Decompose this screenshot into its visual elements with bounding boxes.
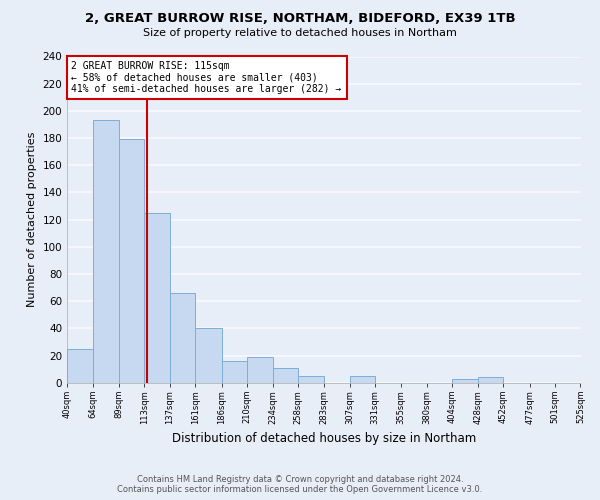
Bar <box>170 293 195 383</box>
Bar <box>272 368 298 383</box>
Text: Contains public sector information licensed under the Open Government Licence v3: Contains public sector information licen… <box>118 485 482 494</box>
Text: 2, GREAT BURROW RISE, NORTHAM, BIDEFORD, EX39 1TB: 2, GREAT BURROW RISE, NORTHAM, BIDEFORD,… <box>85 12 515 26</box>
Bar <box>350 376 375 383</box>
Bar <box>119 140 145 383</box>
Bar <box>247 357 272 383</box>
X-axis label: Distribution of detached houses by size in Northam: Distribution of detached houses by size … <box>172 432 476 445</box>
Bar <box>452 379 478 383</box>
Bar <box>298 376 325 383</box>
Bar <box>92 120 119 383</box>
Text: 2 GREAT BURROW RISE: 115sqm
← 58% of detached houses are smaller (403)
41% of se: 2 GREAT BURROW RISE: 115sqm ← 58% of det… <box>71 60 341 94</box>
Y-axis label: Number of detached properties: Number of detached properties <box>27 132 37 308</box>
Text: Size of property relative to detached houses in Northam: Size of property relative to detached ho… <box>143 28 457 38</box>
Bar <box>221 361 247 383</box>
Bar <box>195 328 221 383</box>
Text: Contains HM Land Registry data © Crown copyright and database right 2024.: Contains HM Land Registry data © Crown c… <box>137 475 463 484</box>
Bar <box>145 213 170 383</box>
Bar <box>67 349 92 383</box>
Bar <box>478 378 503 383</box>
